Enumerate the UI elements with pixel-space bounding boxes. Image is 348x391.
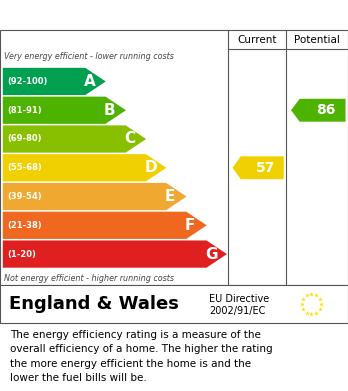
Text: 57: 57 (256, 161, 275, 175)
Polygon shape (3, 240, 227, 268)
Text: G: G (205, 247, 217, 262)
Text: Energy Efficiency Rating: Energy Efficiency Rating (9, 9, 230, 24)
Text: E: E (164, 189, 175, 204)
Text: F: F (184, 218, 195, 233)
Text: Potential: Potential (294, 35, 340, 45)
Text: (55-68): (55-68) (7, 163, 42, 172)
Polygon shape (3, 154, 166, 181)
Text: (1-20): (1-20) (7, 249, 36, 258)
Text: Very energy efficient - lower running costs: Very energy efficient - lower running co… (4, 52, 174, 61)
Text: Current: Current (237, 35, 277, 45)
Text: (39-54): (39-54) (7, 192, 41, 201)
Text: EU Directive: EU Directive (209, 294, 269, 305)
Text: D: D (144, 160, 157, 175)
Text: A: A (84, 74, 95, 89)
Text: (21-38): (21-38) (7, 221, 41, 230)
Text: The energy efficiency rating is a measure of the
overall efficiency of a home. T: The energy efficiency rating is a measur… (10, 330, 273, 383)
Polygon shape (291, 99, 346, 122)
Polygon shape (3, 68, 106, 95)
Polygon shape (3, 97, 126, 124)
Text: B: B (104, 103, 116, 118)
Text: (81-91): (81-91) (7, 106, 41, 115)
Text: C: C (124, 131, 135, 147)
Polygon shape (3, 212, 207, 239)
Text: England & Wales: England & Wales (9, 295, 179, 313)
Text: (69-80): (69-80) (7, 135, 41, 143)
Text: 86: 86 (316, 103, 336, 117)
Text: (92-100): (92-100) (7, 77, 47, 86)
Text: Not energy efficient - higher running costs: Not energy efficient - higher running co… (4, 274, 174, 283)
Polygon shape (232, 156, 284, 179)
Polygon shape (3, 126, 146, 152)
Polygon shape (3, 183, 187, 210)
Text: 2002/91/EC: 2002/91/EC (209, 306, 265, 316)
